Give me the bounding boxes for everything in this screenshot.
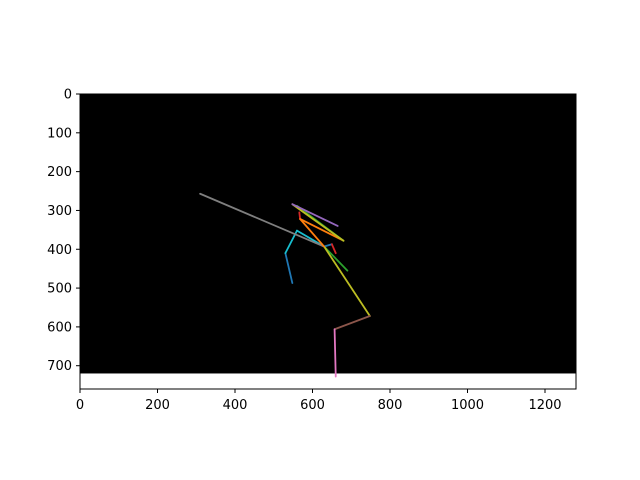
- skeleton-segment-1: [284, 252, 294, 284]
- y-tick-label: 600: [47, 320, 72, 335]
- skeleton-segment-7: [323, 245, 349, 272]
- skeleton-segment-12: [298, 211, 302, 220]
- skeleton-segment-5: [323, 243, 333, 248]
- y-axis: 0 100 200 300 400 500 600 700: [47, 88, 80, 374]
- y-tick-label: 400: [47, 243, 72, 258]
- y-tick-label: 0: [64, 88, 72, 103]
- skeleton-segment-6: [330, 243, 337, 255]
- x-tick-label: 1000: [451, 398, 484, 413]
- skeleton-segment-11: [299, 218, 326, 248]
- skeleton-segment-9: [333, 315, 371, 331]
- y-tick-label: 300: [47, 204, 72, 219]
- x-tick-label: 0: [76, 398, 84, 413]
- skeleton-segments: [199, 192, 371, 378]
- skeleton-segment-15: [291, 203, 345, 242]
- y-tick-label: 500: [47, 282, 72, 297]
- x-tick-label: 1200: [528, 398, 561, 413]
- y-tick-label: 100: [47, 126, 72, 141]
- skeleton-segment-4: [199, 192, 326, 248]
- x-tick-label: 600: [300, 398, 325, 413]
- x-tick-label: 200: [145, 398, 170, 413]
- x-tick-label: 800: [378, 398, 403, 413]
- y-tick-label: 200: [47, 165, 72, 180]
- skeleton-segment-8: [323, 245, 371, 317]
- y-tick-label: 700: [47, 359, 72, 374]
- x-tick-label: 400: [223, 398, 248, 413]
- x-axis: 0 200 400 600 800 1000 1200: [76, 389, 562, 413]
- axes-frame: [79, 93, 577, 390]
- skeleton-segment-16: [291, 203, 339, 227]
- skeleton-segment-10: [333, 328, 337, 378]
- skeleton-segment-13: [299, 218, 345, 242]
